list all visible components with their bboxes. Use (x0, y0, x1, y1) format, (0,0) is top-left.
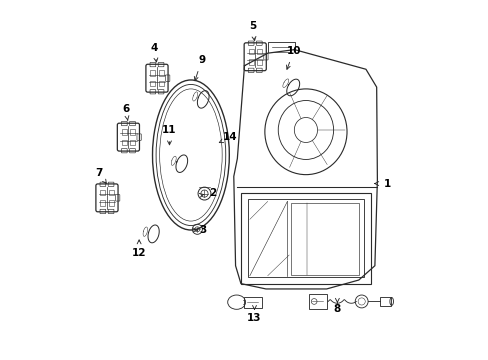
Bar (248, 49, 253, 54)
Bar (122, 129, 126, 135)
Bar (130, 140, 135, 145)
Text: 6: 6 (122, 104, 129, 113)
Text: 7: 7 (95, 168, 102, 178)
Bar (100, 190, 105, 195)
Bar (108, 201, 113, 206)
Bar (158, 70, 163, 76)
Text: 11: 11 (162, 125, 176, 135)
Text: 14: 14 (223, 132, 237, 142)
Bar (150, 81, 155, 86)
Bar (256, 49, 261, 54)
Bar (308, 294, 326, 309)
Bar (244, 297, 261, 307)
Bar (290, 203, 358, 275)
Text: 4: 4 (150, 43, 158, 53)
Text: 2: 2 (208, 188, 216, 198)
Bar (150, 70, 155, 76)
Bar (247, 199, 364, 277)
Bar (380, 297, 390, 306)
Bar (130, 129, 135, 135)
Text: 12: 12 (132, 248, 146, 258)
Bar (241, 193, 370, 284)
Bar (158, 81, 163, 86)
Bar (100, 201, 105, 206)
Bar (122, 140, 126, 145)
Text: 1: 1 (383, 179, 390, 189)
Bar (256, 59, 261, 65)
Text: 5: 5 (248, 21, 255, 31)
Text: 9: 9 (198, 55, 205, 65)
Text: 10: 10 (286, 46, 301, 57)
Bar (108, 190, 113, 195)
Bar (248, 59, 253, 65)
Text: 3: 3 (200, 225, 206, 235)
Text: 13: 13 (247, 312, 261, 323)
Text: 8: 8 (333, 304, 340, 314)
